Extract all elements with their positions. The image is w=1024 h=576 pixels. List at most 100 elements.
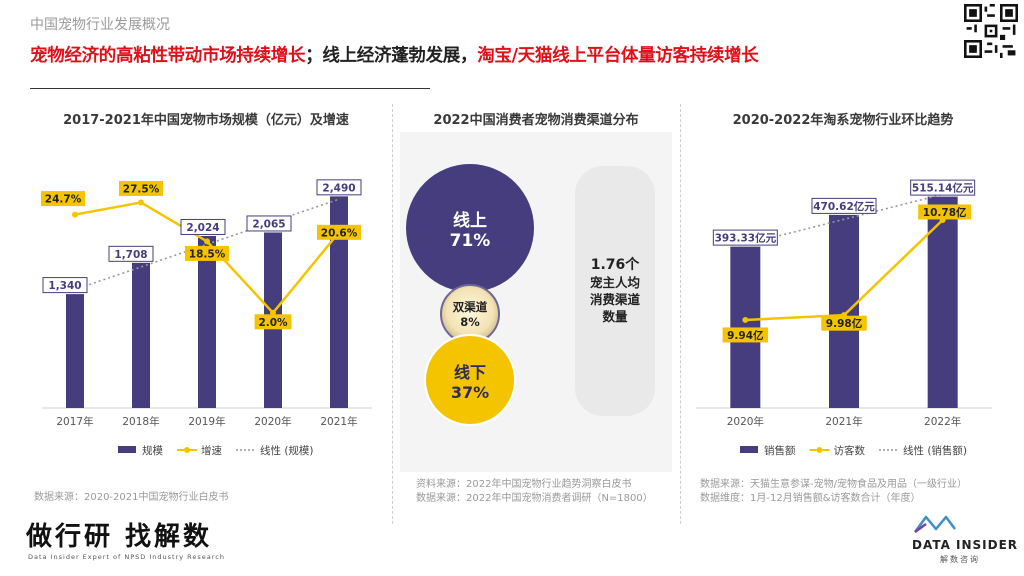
- bar-label-0: 1,340: [48, 280, 81, 292]
- bar-label-3-box: [246, 215, 292, 232]
- line-label-0-box: [41, 191, 85, 207]
- line-label-4: 20.6%: [321, 227, 358, 239]
- online-label: 线上: [453, 210, 487, 231]
- offline-label: 线下: [453, 362, 486, 382]
- note-line-2: 宠主人均: [589, 275, 640, 290]
- line-label-0: 24.7%: [45, 194, 82, 206]
- data-insider-logo-icon: [913, 515, 956, 534]
- line-point-1: [138, 199, 144, 206]
- chart3-taoxi-trend: 393.33亿元 470.62亿元 515.14亿元 9.94亿 9.98亿 10.78亿…: [696, 179, 992, 457]
- line-label-3: 2.0%: [258, 317, 288, 329]
- bar-label-1: 1,708: [114, 249, 147, 261]
- legend-label-2: 线性 (规模): [260, 444, 314, 457]
- x-tick-1: 2021年: [825, 415, 862, 428]
- x-tick-1: 2018年: [122, 415, 159, 428]
- section-title: 中国宠物行业发展概况: [30, 17, 170, 33]
- dual-channel-value: 8%: [460, 315, 480, 329]
- bar-label-1: 470.62亿元: [813, 200, 875, 213]
- bar-label-2-box: [910, 179, 976, 196]
- legend-swatch-0: [118, 446, 136, 453]
- legend-dot-1: [816, 447, 823, 453]
- line-label-1-box: [119, 180, 163, 196]
- legend-label-2: 线性 (销售额): [903, 444, 967, 457]
- bar-4: [330, 196, 348, 408]
- headline: 宠物经济的高粘性带动市场持续增长；线上经济蓬勃发展，淘宝/天猫线上平台体量访客持…: [30, 42, 759, 67]
- bar-label-0-box: [42, 277, 88, 294]
- bar-label-1-box: [108, 245, 154, 262]
- line-label-4-box: [317, 224, 361, 240]
- line-label-1: 9.98亿: [826, 317, 863, 330]
- line-point-0: [72, 211, 78, 218]
- chart2-source-2: 数据来源：2022年中国宠物消费者调研（N=1800）: [416, 493, 653, 504]
- line-label-2-box: [185, 245, 229, 261]
- divider-left: [392, 104, 394, 524]
- right-logo-sub: 解数咨询: [940, 555, 980, 564]
- x-tick-0: 2017年: [56, 415, 93, 428]
- note-line-4: 数量: [602, 309, 628, 324]
- line-label-0-box: [722, 327, 769, 343]
- chart2-title: 2022中国消费者宠物消费渠道分布: [433, 113, 639, 128]
- bar-2: [198, 235, 216, 408]
- bar-1: [829, 214, 859, 408]
- offline-bubble: 线下 37%: [424, 334, 516, 426]
- bar-label-2-box: [180, 218, 226, 235]
- line-label-0: 9.94亿: [727, 329, 764, 342]
- legend-label-1: 增速: [201, 444, 222, 457]
- legend-label-0: 规模: [142, 444, 163, 457]
- left-logo: 做行研 找解数: [26, 522, 213, 552]
- legend-dot-1: [184, 447, 190, 453]
- headline-part1: 宠物经济的高粘性带动市场持续增长: [30, 46, 306, 66]
- left-logo-sub: Data Insider Expert of NPSD Industry Res…: [28, 553, 225, 561]
- line-label-1: 27.5%: [123, 183, 160, 195]
- offline-value: 37%: [450, 382, 490, 402]
- bar-label-0: 393.33亿元: [715, 232, 777, 245]
- legend-label-0: 销售额: [764, 444, 796, 457]
- bar-0: [730, 246, 761, 408]
- headline-part2: ；线上经济蓬勃发展，: [305, 46, 478, 66]
- headline-part3: 淘宝/天猫线上平台体量访客持续增长: [477, 46, 759, 66]
- online-bubble: 线上 71%: [406, 164, 534, 292]
- chart1-source: 数据来源：2020-2021中国宠物行业白皮书: [34, 492, 229, 503]
- note-line-3: 消费渠道: [589, 292, 640, 307]
- bar-label-1-box: [811, 197, 877, 214]
- chart3-source-1: 数据来源：天猫生意参谋-宠物/宠物食品及用品（一级行业）: [700, 479, 967, 490]
- trendline: [745, 193, 943, 246]
- bar-label-4-box: [316, 179, 362, 196]
- line-point-0: [742, 316, 749, 323]
- dual-channel-label: 双渠道: [452, 300, 488, 314]
- line-label-3-box: [254, 314, 292, 330]
- x-tick-3: 2020年: [254, 415, 291, 428]
- online-value: 71%: [449, 230, 491, 251]
- line-point-2: [204, 238, 210, 245]
- bar-1: [132, 262, 150, 408]
- divider-right: [680, 104, 682, 524]
- x-tick-2: 2019年: [188, 415, 225, 428]
- line-label-2-box: [918, 204, 972, 220]
- header-rule: [30, 88, 430, 89]
- chart3-source-2: 数据维度：1月-12月销售额&访客数合计（年度）: [700, 493, 921, 504]
- x-tick-0: 2020年: [727, 415, 764, 428]
- line-point-3: [270, 309, 276, 316]
- bar-label-2: 2,024: [186, 222, 219, 234]
- legend-label-1: 访客数: [834, 444, 866, 457]
- bar-0: [66, 294, 84, 408]
- x-tick-2: 2022年: [924, 415, 961, 428]
- chart2-source-1: 资料来源：2022年中国宠物行业趋势洞察白皮书: [416, 479, 632, 490]
- note-line-1: 1.76个: [590, 257, 640, 273]
- x-tick-4: 2021年: [320, 415, 357, 428]
- chart3-title: 2020-2022年淘系宠物行业环比趋势: [732, 113, 954, 128]
- bar-label-4: 2,490: [322, 182, 355, 194]
- bar-label-2: 515.14亿元: [912, 182, 974, 195]
- trendline: [74, 198, 340, 291]
- chart1-market-size: 1,340 1,708 2,024 2,065 2,490 24.7% 27.5% 18.5%…: [41, 179, 372, 457]
- bar-label-3: 2,065: [252, 218, 285, 230]
- right-logo: DATA INSIDER: [912, 538, 1019, 552]
- line-label-1-box: [821, 315, 867, 331]
- legend-swatch-0: [740, 446, 758, 453]
- chart1-title: 2017-2021年中国宠物市场规模（亿元）及增速: [63, 113, 349, 128]
- qr-code-icon: [964, 4, 1018, 58]
- line-label-2: 10.78亿: [923, 206, 967, 219]
- bar-label-0-box: [712, 229, 778, 246]
- line-label-2: 18.5%: [189, 248, 226, 260]
- bar-2: [927, 196, 958, 408]
